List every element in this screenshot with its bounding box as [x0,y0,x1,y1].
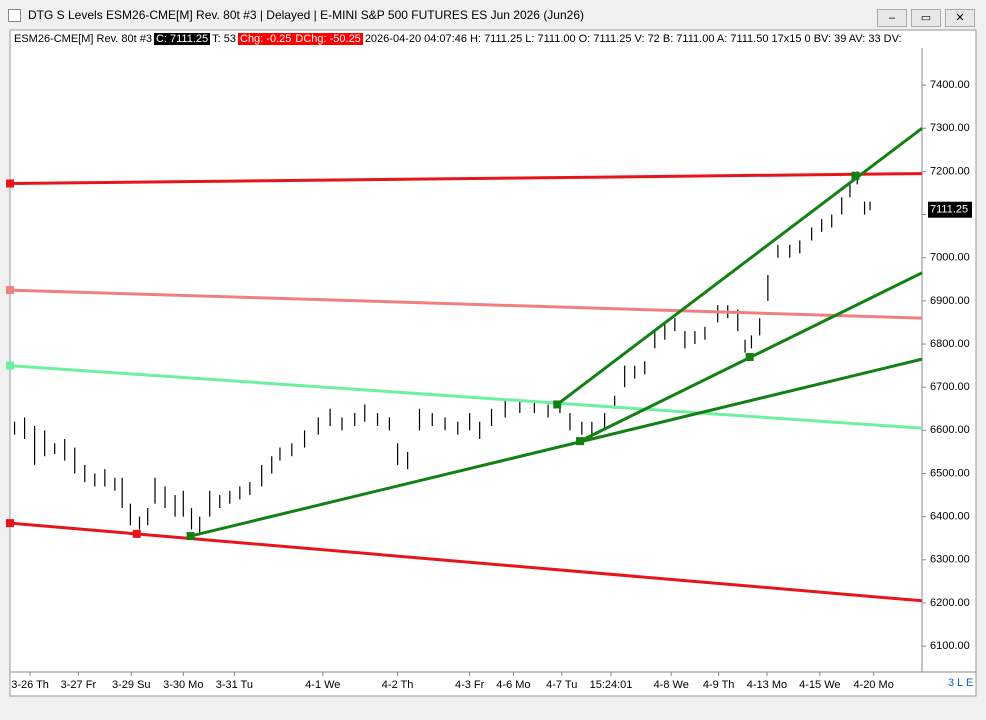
x-tick-label: 4-1 We [305,679,340,691]
anchor-marker [576,437,584,446]
y-tick-label: 6700.00 [930,381,970,393]
x-tick-label: 4-9 Th [703,679,735,691]
y-tick-label: 7300.00 [930,122,970,134]
y-tick-label: 7200.00 [930,165,970,177]
y-tick-label: 6100.00 [930,640,970,652]
quote: 2026-04-20 04:07:46 H: 7111.25 L: 7111.0… [364,33,902,45]
daily-change: DChg: -50.25 [293,33,363,45]
last-price-label: 7111.25 [930,204,968,216]
y-tick-label: 6900.00 [930,295,970,307]
x-tick-label: 3-31 Tu [216,679,253,691]
anchor-marker [132,529,141,538]
x-tick-label: 3-27 Fr [61,679,97,691]
app-icon [8,9,21,22]
close-button[interactable]: ✕ [945,9,975,27]
anchor-marker [186,532,195,541]
title-bar: DTG S Levels ESM26-CME[M] Rev. 80t #3 | … [0,0,986,30]
x-tick-label: 4-7 Tu [546,679,577,691]
status: 3 L E [946,677,976,689]
anchor-marker [745,352,754,361]
anchor-marker [6,286,14,295]
x-tick-label: 4-20 Mo [853,679,893,691]
y-tick-label: 6200.00 [930,597,970,609]
trend-line [9,364,923,430]
y-tick-label: 6400.00 [930,511,970,523]
x-tick-label: 4-2 Th [382,679,414,691]
chart-frame [9,29,977,697]
y-tick-label: 6500.00 [930,467,970,479]
maximize-button[interactable]: ▭ [911,9,941,27]
y-tick-label: 6800.00 [930,338,970,350]
y-tick-label: 7000.00 [930,252,970,264]
x-tick-label: 3-29 Su [112,679,151,691]
x-tick-label: 3-30 Mo [163,679,203,691]
trend-line [190,357,923,538]
close: C: 7111.25 [153,33,211,45]
anchor-marker [6,519,14,528]
ticks: T: 53 [212,33,236,45]
anchor-marker [6,179,14,188]
x-tick-label: 15:24:01 [590,679,633,691]
x-tick-label: 3-26 Th [11,679,49,691]
window-title: DTG S Levels ESM26-CME[M] Rev. 80t #3 | … [28,8,585,22]
y-tick-label: 6300.00 [930,554,970,566]
trend-line [9,521,923,603]
trend-line [9,288,923,320]
symbol: ESM26-CME[M] Rev. 80t #3 [14,33,152,45]
x-tick-label: 4-13 Mo [747,679,787,691]
info-bar: ESM26-CME[M] Rev. 80t #3 C: 7111.25 T: 53 C… [12,32,924,46]
trend-line [556,127,923,406]
y-tick-label: 6600.00 [930,424,970,436]
x-tick-label: 4-15 We [799,679,840,691]
y-tick-label: 7400.00 [930,79,970,91]
change: Chg: -0.25 [238,33,294,45]
x-tick-label: 4-8 We [654,679,689,691]
x-tick-label: 4-3 Fr [455,679,485,691]
anchor-marker [851,171,860,180]
trend-line [9,172,923,186]
last-price-box [928,201,972,218]
anchor-marker [553,400,562,409]
minimize-button[interactable]: – [877,9,907,27]
x-tick-label: 4-6 Mo [496,679,530,691]
anchor-marker [6,361,14,370]
